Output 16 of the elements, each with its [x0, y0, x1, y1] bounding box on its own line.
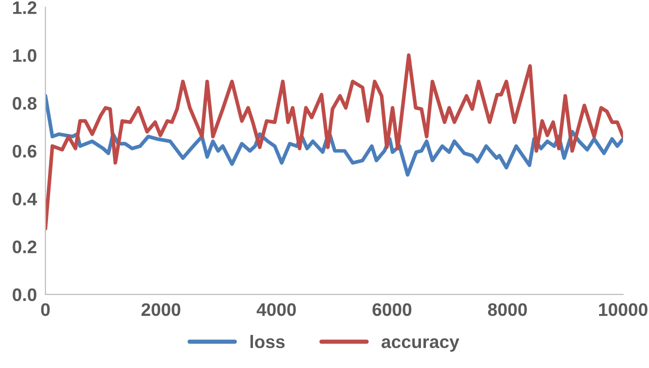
y-tick-label: 1.2 [13, 1, 36, 14]
y-tick-label: 0.6 [12, 144, 36, 158]
legend-label: loss [250, 334, 285, 348]
y-tick-label: 0.4 [12, 192, 37, 206]
x-tick-label: 0 [41, 303, 50, 316]
legend-label: accuracy [382, 338, 460, 352]
x-tick-label: 6000 [372, 303, 412, 316]
y-tick-label: 1.0 [13, 49, 36, 62]
x-tick-label: 4000 [256, 303, 296, 316]
line-series [45, 53, 624, 230]
x-tick-label: 2000 [141, 303, 180, 316]
x-tick-label: 8000 [488, 303, 527, 316]
y-tick-label: 0.2 [12, 240, 36, 254]
y-tick-label: 0.0 [12, 288, 36, 302]
x-tick-label: 10000 [599, 303, 648, 316]
y-tick-label: 0.8 [12, 96, 37, 110]
